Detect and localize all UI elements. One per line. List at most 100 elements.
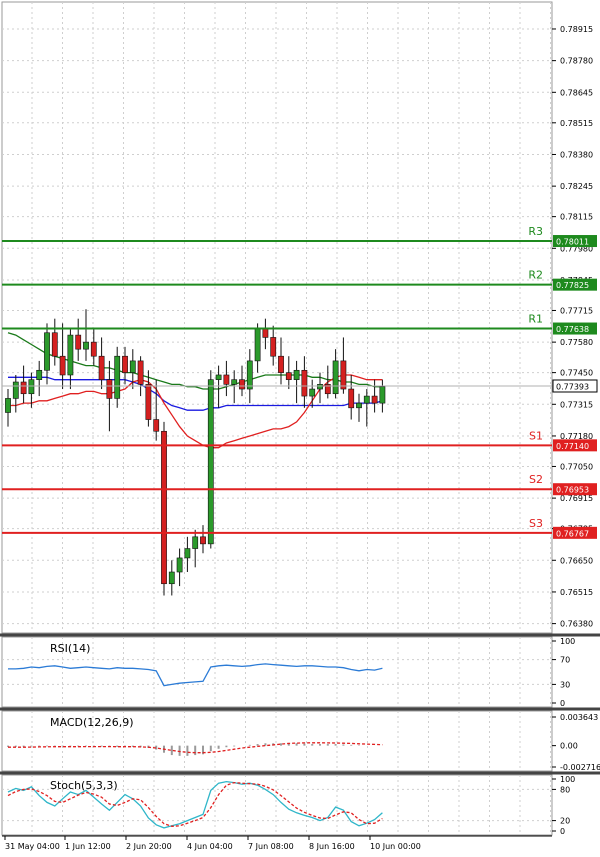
candle-body	[36, 369, 43, 380]
price-y-tick-label: 0.78115	[560, 213, 593, 222]
level-price-box	[553, 439, 597, 452]
level-name-r3: R3	[528, 225, 543, 238]
price-y-tick-label: 0.78780	[560, 57, 593, 66]
candle-body	[348, 388, 355, 409]
candle-body	[363, 395, 370, 404]
price-y-tick-label: 0.77715	[560, 306, 593, 315]
candle-body	[106, 379, 113, 399]
level-price-label: 0.77638	[556, 325, 589, 334]
candle-body	[317, 384, 323, 390]
candle-body	[379, 386, 386, 404]
candle-body	[332, 360, 339, 395]
price-y-tick-label: 0.77580	[560, 338, 593, 347]
current-price-label: 0.77393	[556, 382, 589, 391]
candle-body	[192, 536, 199, 549]
level-name-r1: R1	[528, 313, 543, 326]
stoch-title: Stoch(5,3,3)	[50, 779, 118, 792]
rsi-line	[8, 663, 383, 687]
price-y-tick-label: 0.77315	[560, 400, 593, 409]
level-price-label: 0.78011	[556, 238, 589, 247]
candle-body	[28, 379, 35, 395]
level-price-box	[553, 322, 597, 335]
candle-body	[215, 374, 222, 380]
stoch-panel	[1, 774, 553, 836]
candle-body	[301, 369, 308, 397]
time-axis-label: 7 Jun 08:00	[248, 842, 294, 851]
time-axis-label: 10 Jun 00:00	[370, 842, 421, 851]
candle-body	[356, 402, 362, 409]
rsi-y-tick-label: 0	[560, 699, 565, 708]
stoch-y-tick-label: 100	[560, 775, 575, 784]
price-panel	[1, 1, 553, 634]
current-price-box	[552, 379, 598, 393]
candle-body	[207, 379, 214, 545]
candle-body	[254, 327, 261, 362]
candle-body	[153, 419, 160, 432]
candle-body	[278, 355, 284, 373]
price-y-tick-label: 0.76380	[560, 620, 593, 629]
level-name-s3: S3	[529, 517, 543, 530]
price-y-tick-label: 0.76515	[560, 588, 593, 597]
level-name-s1: S1	[529, 429, 543, 442]
candle-body	[223, 374, 230, 385]
candle-body	[239, 379, 245, 390]
candle-body	[83, 341, 89, 350]
price-y-tick-label: 0.76650	[560, 556, 593, 565]
price-y-tick-label: 0.78515	[560, 119, 593, 128]
candle-body	[168, 571, 175, 585]
candle-body	[114, 355, 121, 399]
macd-y-tick-label: 0.003643	[560, 713, 598, 722]
time-axis-label: 4 Jun 04:00	[187, 842, 233, 851]
candle-body	[145, 384, 152, 420]
candle-body	[59, 355, 66, 376]
stoch-k-line	[7, 780, 383, 829]
macd-signal-line	[8, 742, 383, 754]
level-price-box	[553, 278, 597, 291]
level-name-s2: S2	[529, 473, 543, 486]
candle-body	[129, 360, 136, 373]
level-price-box	[553, 235, 597, 248]
level-price-label: 0.76767	[556, 529, 589, 538]
stoch-y-tick-label: 0	[560, 827, 565, 836]
price-y-tick-label: 0.78645	[560, 88, 593, 97]
level-price-box	[553, 483, 597, 496]
candle-body	[340, 360, 347, 390]
candle-body	[309, 388, 316, 397]
macd-y-tick-label: 0.00	[560, 742, 578, 751]
candle-body	[12, 381, 19, 399]
candle-body	[293, 369, 300, 380]
rsi-title: RSI(14)	[50, 642, 90, 655]
level-name-r2: R2	[528, 269, 543, 282]
time-axis-label: 8 Jun 16:00	[309, 842, 355, 851]
macd-y-tick-label: -0.002716	[560, 763, 600, 772]
time-axis-label: 2 Jun 20:00	[126, 842, 172, 851]
price-y-tick-label: 0.78915	[560, 25, 593, 34]
candle-body	[137, 360, 144, 385]
rsi-y-tick-label: 30	[560, 680, 570, 689]
stoch-d-line	[7, 781, 383, 827]
price-y-tick-label: 0.77050	[560, 462, 593, 471]
candle-body	[5, 398, 11, 413]
price-y-tick-label: 0.78245	[560, 182, 593, 191]
level-price-label: 0.76953	[556, 486, 589, 495]
price-y-tick-label: 0.76915	[560, 494, 593, 503]
candle-body	[67, 334, 74, 376]
candle-body	[75, 334, 82, 350]
rsi-y-tick-label: 70	[560, 656, 570, 665]
rsi-y-tick-label: 100	[560, 637, 575, 646]
candle-body	[161, 430, 167, 585]
rsi-panel	[1, 636, 553, 708]
price-y-tick-label: 0.78380	[560, 150, 593, 159]
price-y-tick-label: 0.77980	[560, 244, 593, 253]
candle-body	[90, 341, 97, 357]
candle-body	[285, 372, 292, 380]
macd-panel	[1, 710, 553, 772]
candle-body	[98, 355, 105, 380]
candle-body	[20, 381, 27, 395]
candle-body	[176, 557, 183, 573]
price-y-tick-label: 0.77180	[560, 432, 593, 441]
candle-body	[51, 332, 58, 357]
candle-body	[122, 355, 128, 373]
price-y-tick-label: 0.77450	[560, 369, 593, 378]
